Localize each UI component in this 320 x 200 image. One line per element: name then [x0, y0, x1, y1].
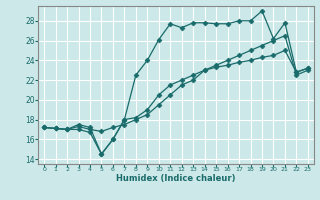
X-axis label: Humidex (Indice chaleur): Humidex (Indice chaleur)	[116, 174, 236, 183]
